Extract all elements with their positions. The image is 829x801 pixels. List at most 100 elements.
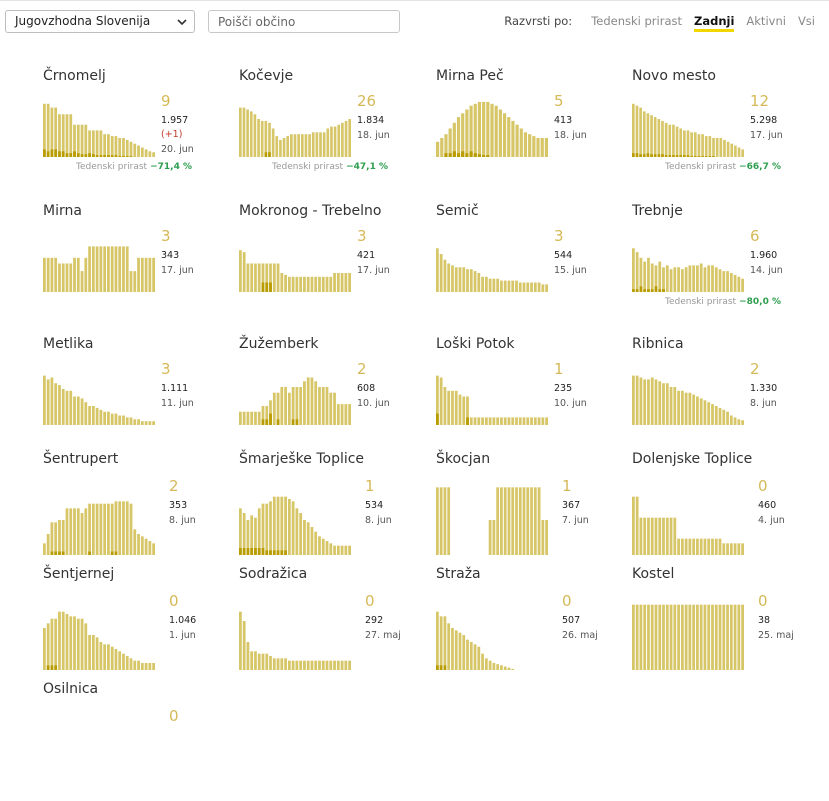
daily-cases-bar [321, 276, 325, 292]
cases-bar-chart [239, 611, 351, 670]
daily-cases-bar [254, 263, 257, 292]
search-input[interactable] [208, 10, 400, 33]
total-count: 507 [562, 615, 581, 626]
daily-cases-bar [340, 660, 344, 670]
daily-cases-bar [492, 520, 496, 555]
new-cases-bar [73, 151, 76, 157]
new-cases-bar [50, 665, 54, 670]
daily-cases-bar [129, 658, 133, 670]
daily-cases-bar [462, 396, 466, 425]
sort-option-active[interactable]: Aktivni [746, 14, 786, 28]
municipality-name: Žužemberk [239, 336, 319, 352]
daily-cases-bar [458, 394, 462, 425]
latest-date: 20. jun [161, 144, 194, 155]
daily-cases-bar [344, 120, 348, 157]
daily-cases-bar [76, 124, 80, 157]
daily-cases-bar [688, 604, 692, 670]
daily-cases-bar [242, 411, 246, 425]
daily-cases-bar [246, 520, 250, 555]
municipality-card[interactable]: Osilnica 0 [43, 681, 233, 801]
daily-cases-bar [300, 134, 304, 157]
daily-cases-bar [545, 417, 548, 425]
municipality-card[interactable]: Šentjernej 0 1.046 1. jun [43, 566, 233, 686]
region-select[interactable]: Jugovzhodna Slovenija [5, 10, 195, 33]
municipality-card[interactable]: Dolenjske Toplice 0 460 4. jun [632, 451, 822, 571]
new-cases-bar [246, 548, 250, 555]
daily-cases-bar [137, 419, 140, 425]
daily-cases-bar [692, 394, 696, 425]
municipality-card[interactable]: Trebnje 6 1.960 14. jun Tedenski prirast −80,… [632, 203, 822, 323]
daily-cases-bar [718, 407, 722, 425]
municipality-card[interactable]: Metlika 3 1.111 11. jun [43, 336, 233, 456]
daily-cases-bar [43, 375, 46, 425]
municipality-card[interactable]: Črnomelj 9 1.957 (+1) 20. jun Tedenski priras… [43, 68, 233, 188]
municipality-card[interactable]: Kočevje 26 1.834 18. jun Tedenski prirast −47… [239, 68, 429, 188]
municipality-card[interactable]: Semič 3 544 15. jun [436, 203, 626, 323]
latest-count: 1 [554, 360, 564, 378]
municipality-card[interactable]: Škocjan 1 367 7. jun [436, 451, 626, 571]
municipality-card[interactable]: Mirna 3 343 17. jun [43, 203, 233, 323]
daily-cases-bar [530, 282, 533, 292]
municipality-name: Osilnica [43, 681, 99, 697]
daily-cases-bar [484, 417, 488, 425]
municipality-name: Ribnica [632, 336, 684, 352]
daily-cases-bar [76, 508, 80, 555]
daily-cases-bar [737, 276, 741, 292]
municipality-card[interactable]: Mokronog - Trebelno 3 421 17. jun [239, 203, 429, 323]
daily-cases-bar [137, 534, 140, 555]
new-cases-bar [107, 155, 110, 157]
municipality-card[interactable]: Šmarješke Toplice 1 534 8. jun [239, 451, 429, 571]
daily-cases-bar [545, 520, 548, 555]
daily-cases-bar [152, 421, 155, 425]
weekly-growth: Tedenski prirast −71,4 % [76, 162, 192, 172]
sort-option-latest[interactable]: Zadnji [694, 14, 735, 32]
latest-date: 7. jun [562, 515, 589, 526]
daily-cases-bar [99, 246, 103, 292]
municipality-card[interactable]: Novo mesto 12 5.298 17. jun Tedenski prirast… [632, 68, 822, 188]
daily-cases-bar [646, 113, 650, 157]
new-cases-bar [466, 417, 469, 425]
sort-option-all[interactable]: Vsi [797, 14, 815, 28]
daily-cases-bar [125, 656, 129, 670]
daily-cases-bar [73, 396, 76, 425]
daily-cases-bar [496, 487, 500, 555]
daily-cases-bar [675, 126, 679, 157]
municipality-card[interactable]: Kostel 0 38 25. maj [632, 566, 822, 686]
daily-cases-bar [654, 604, 658, 670]
daily-cases-bar [639, 107, 642, 157]
daily-cases-bar [114, 413, 118, 425]
municipality-card[interactable]: Straža 0 507 26. maj [436, 566, 626, 686]
daily-cases-bar [110, 413, 114, 425]
daily-cases-bar [741, 420, 744, 425]
daily-cases-bar [502, 113, 507, 157]
daily-cases-bar [337, 124, 341, 157]
daily-cases-bar [341, 122, 344, 157]
daily-cases-bar [469, 642, 473, 670]
municipality-card[interactable]: Loški Potok 1 235 10. jun [436, 336, 626, 456]
daily-cases-bar [80, 618, 84, 670]
municipality-card[interactable]: Sodražica 0 292 27. maj [239, 566, 429, 686]
daily-cases-bar [737, 147, 741, 157]
new-cases-bar [50, 551, 54, 555]
daily-cases-bar [325, 276, 329, 292]
daily-cases-bar [125, 139, 129, 157]
new-cases-bar [239, 548, 242, 555]
total-count: 38 [758, 615, 771, 626]
daily-cases-bar [322, 132, 326, 157]
sort-option-weekly-growth[interactable]: Tedenski prirast [591, 14, 682, 28]
daily-cases-bar [280, 496, 284, 555]
municipality-card[interactable]: Ribnica 2 1.330 8. jun [632, 336, 822, 456]
municipality-card[interactable]: Mirna Peč 5 413 18. jun [436, 68, 626, 188]
daily-cases-bar [148, 421, 152, 425]
municipality-card[interactable]: Žužemberk 2 608 10. jun [239, 336, 429, 456]
new-cases-bar [99, 155, 103, 157]
municipality-card[interactable]: Šentrupert 2 353 8. jun [43, 451, 233, 571]
daily-cases-bar [344, 545, 348, 555]
daily-cases-bar [315, 132, 319, 157]
daily-cases-bar [46, 103, 50, 157]
weekly-growth-label: Tedenski prirast [665, 162, 737, 172]
daily-cases-bar [507, 417, 511, 425]
total-count: 460 [758, 500, 777, 511]
daily-cases-bar [537, 417, 541, 425]
total-count: 367 [562, 500, 581, 511]
